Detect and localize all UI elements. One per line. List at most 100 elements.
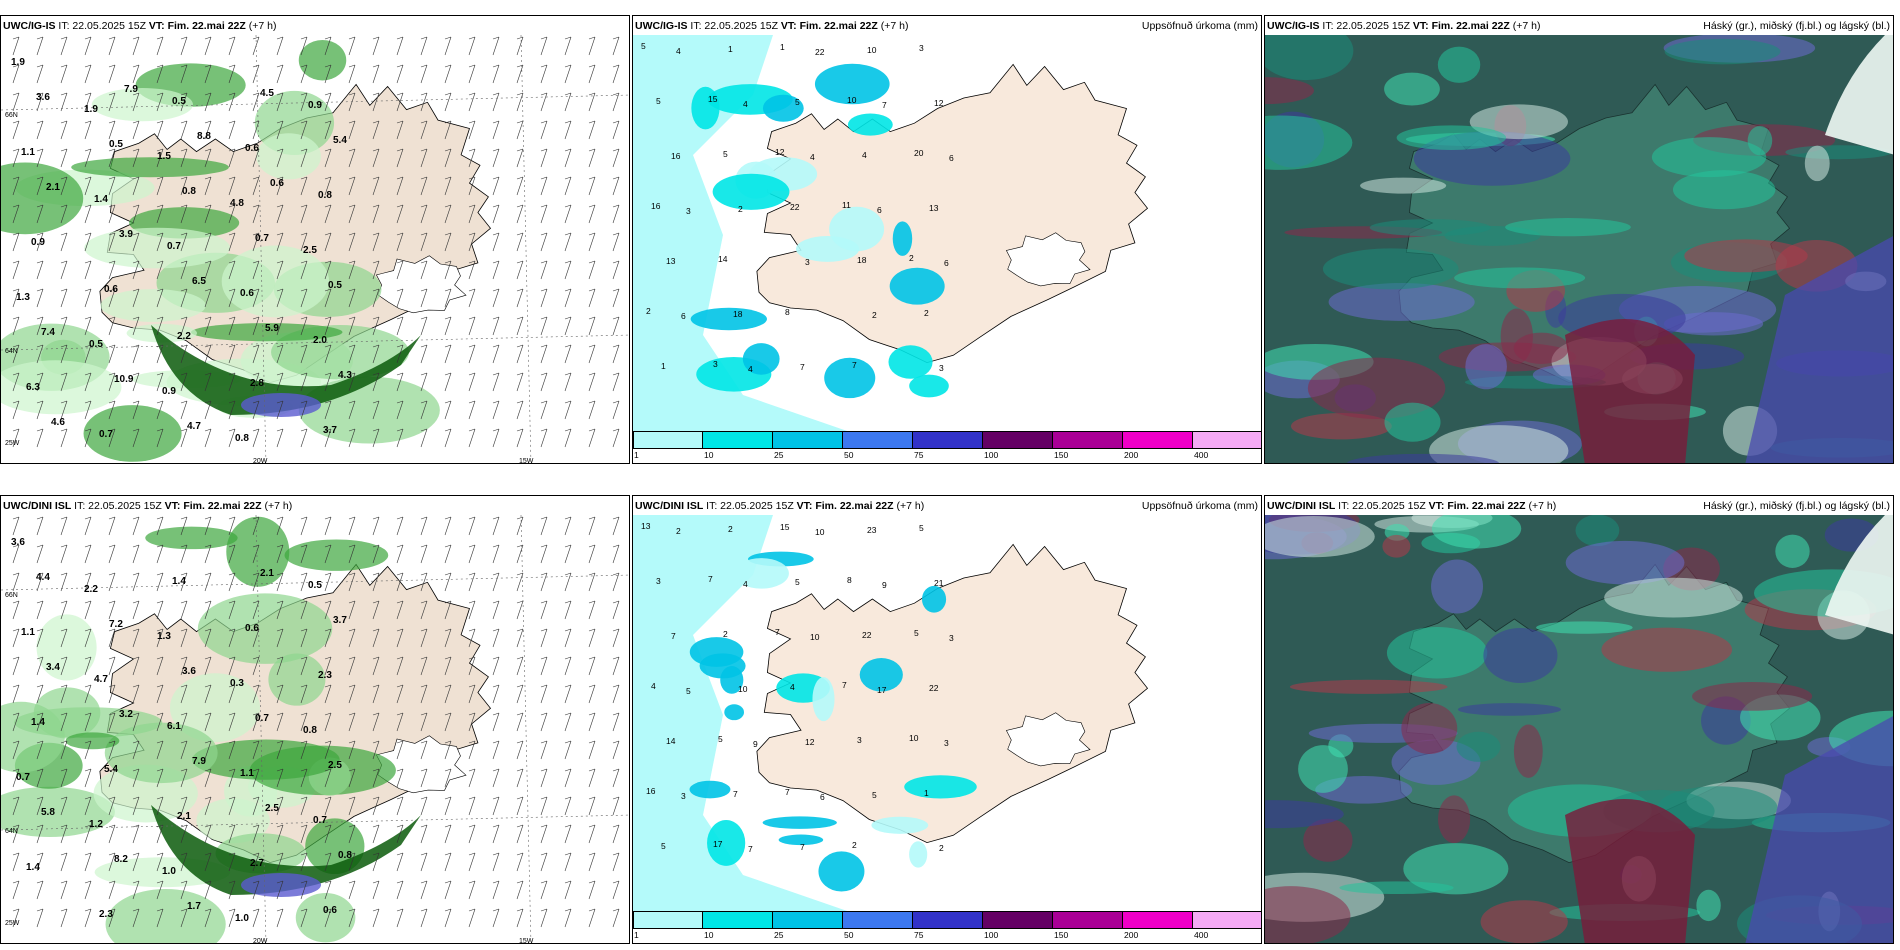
precip-value-label: 6 xyxy=(681,311,686,321)
wind-barb-flag xyxy=(564,176,572,180)
wind-barb-flag xyxy=(228,36,236,40)
cloud-layer xyxy=(1369,219,1491,237)
wind-barb-flag xyxy=(468,288,476,292)
wind-barb-flag xyxy=(468,684,476,688)
wind-barb xyxy=(12,600,20,620)
precip-value-label: 1.1 xyxy=(240,768,254,779)
wind-barb-flag xyxy=(492,344,500,348)
wind-barb xyxy=(108,120,116,140)
wind-barb-flag xyxy=(540,796,548,800)
wind-barb xyxy=(84,740,92,760)
wind-barb xyxy=(84,852,92,872)
wind-barb-flag xyxy=(396,316,404,320)
wind-barb xyxy=(60,120,68,140)
wind-barb xyxy=(180,36,188,56)
wind-barb xyxy=(108,572,116,592)
wind-barb-flag xyxy=(156,544,164,548)
wind-barb xyxy=(300,400,308,420)
wind-barb xyxy=(132,796,140,816)
wind-barb xyxy=(324,656,332,676)
wind-barb-flag xyxy=(492,544,500,548)
cloud-cover-map xyxy=(1265,35,1893,463)
wind-barb-flag xyxy=(444,36,452,40)
wind-barb-flag xyxy=(276,544,284,548)
precip-area xyxy=(847,113,893,136)
wind-barb xyxy=(564,824,572,844)
wind-barb xyxy=(468,36,476,56)
wind-barb-flag xyxy=(252,824,260,828)
wind-barb-flag xyxy=(372,428,380,432)
wind-barb-flag xyxy=(12,544,20,548)
wind-barb-flag xyxy=(156,148,164,152)
wind-barb xyxy=(276,544,284,564)
wind-barb xyxy=(540,852,548,872)
wind-barb-flag xyxy=(468,824,476,828)
wind-barb-flag xyxy=(324,372,332,376)
wind-barb xyxy=(372,796,380,816)
wind-barb xyxy=(300,572,308,592)
wind-barb xyxy=(372,204,380,224)
wind-barb xyxy=(372,600,380,620)
precip-band xyxy=(151,805,421,895)
wind-barb-flag xyxy=(540,204,548,208)
wind-barb xyxy=(324,344,332,364)
wind-barb xyxy=(396,544,404,564)
cloud-layer xyxy=(1696,889,1721,922)
wind-barb xyxy=(36,344,44,364)
wind-barb xyxy=(324,768,332,788)
wind-barb xyxy=(372,36,380,56)
wind-barb xyxy=(60,908,68,928)
wind-barb xyxy=(204,544,212,564)
wind-barb-flag xyxy=(252,316,260,320)
wind-barb xyxy=(468,572,476,592)
wind-barb-flag xyxy=(180,428,188,432)
wind-barb xyxy=(540,148,548,168)
wind-barb-flag xyxy=(228,908,236,912)
precip-area xyxy=(71,157,229,178)
wind-barb-flag xyxy=(324,400,332,404)
cloud-layer xyxy=(1384,402,1441,442)
wind-barb-flag xyxy=(588,852,596,856)
wind-barb xyxy=(156,344,164,364)
cloud-layer xyxy=(1804,145,1830,182)
wind-barb-flag xyxy=(540,260,548,264)
cloud-layer xyxy=(1457,703,1562,716)
wind-barb-flag xyxy=(372,260,380,264)
wind-barb-flag xyxy=(420,400,428,404)
precip-area xyxy=(100,289,206,322)
wind-barb-flag xyxy=(180,400,188,404)
wind-barb xyxy=(348,656,356,676)
wind-barb-flag xyxy=(516,92,524,96)
wind-barb xyxy=(324,852,332,872)
wind-barb-flag xyxy=(492,372,500,376)
precip-value-label: 7 xyxy=(882,100,887,110)
wind-barb-flag xyxy=(444,64,452,68)
wind-barb xyxy=(180,880,188,900)
wind-barb-flag xyxy=(492,204,500,208)
wind-barb xyxy=(564,120,572,140)
wind-barb-flag xyxy=(36,824,44,828)
wind-barb xyxy=(396,372,404,392)
accum-precip-panel-dini: UWC/DINI ISL IT: 22.05.2025 15Z VT: Fim.… xyxy=(632,495,1262,944)
wind-barb-flag xyxy=(324,908,332,912)
wind-barb xyxy=(588,796,596,816)
wind-barb xyxy=(252,176,260,196)
wind-barb xyxy=(564,148,572,168)
precip-value-label: 4 xyxy=(743,99,748,109)
precip-area xyxy=(689,780,731,799)
wind-barb-flag xyxy=(132,684,140,688)
wind-barb-flag xyxy=(60,544,68,548)
wind-barb-flag xyxy=(492,260,500,264)
wind-barb-flag xyxy=(228,204,236,208)
wind-barb xyxy=(612,120,620,140)
wind-barb xyxy=(420,824,428,844)
wind-barb xyxy=(348,544,356,564)
precip-value-label: 5 xyxy=(872,790,877,800)
wind-barb-flag xyxy=(60,740,68,744)
wind-barb-flag xyxy=(396,824,404,828)
precip-value-label: 12 xyxy=(775,147,785,157)
wind-barb xyxy=(564,64,572,84)
wind-barb-flag xyxy=(492,684,500,688)
axis-label: 20W xyxy=(253,458,268,464)
wind-barb xyxy=(348,288,356,308)
